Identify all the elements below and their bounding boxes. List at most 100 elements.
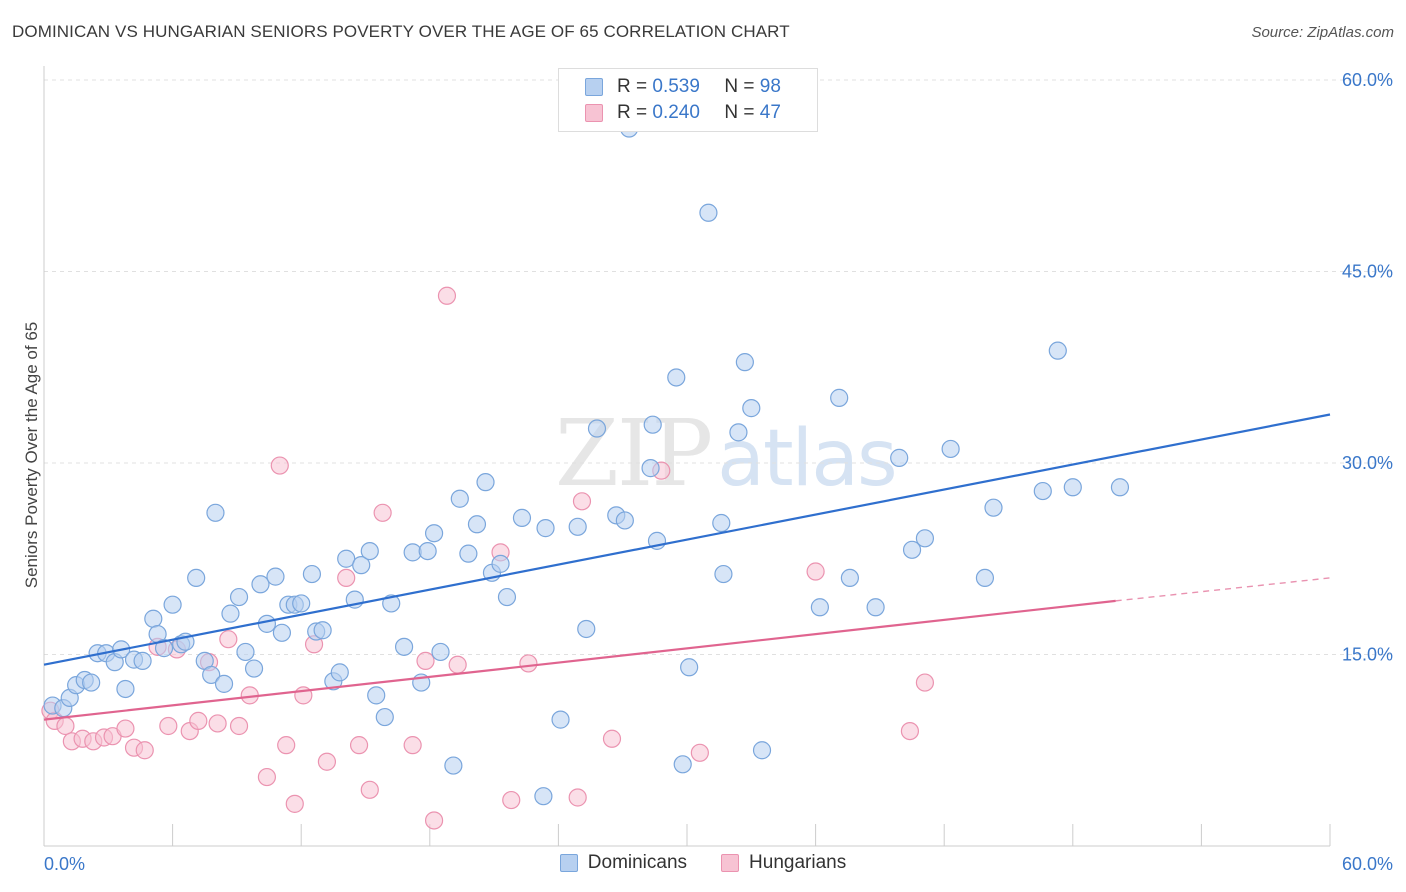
y-tick-label: 30.0%	[1342, 453, 1393, 473]
hungarians-point	[257, 767, 277, 787]
hungarians-point	[285, 794, 304, 813]
dominicans-point	[830, 388, 849, 407]
dominicans-point	[536, 519, 555, 538]
hungarians-point	[502, 790, 521, 810]
dominicans-point	[742, 399, 761, 418]
dominicans-point	[418, 541, 437, 561]
dominicans-point	[890, 448, 909, 467]
zipatlas-watermark: ZIPatlas	[555, 400, 898, 507]
series-legend: Dominicans Hungarians	[0, 852, 1406, 874]
hungarians-point	[568, 788, 587, 807]
dominicans-point	[643, 415, 662, 434]
hungarians-point	[135, 741, 154, 760]
dominicans-point	[187, 568, 206, 588]
dominicans-point	[712, 513, 731, 533]
legend-r-label: R =	[617, 102, 648, 123]
dominicans-point	[330, 663, 349, 682]
dominicans-point	[641, 459, 660, 478]
dominicans-swatch	[585, 78, 603, 96]
dominicans-point	[251, 575, 270, 594]
dominicans-point	[568, 517, 587, 536]
dominicans-point	[459, 544, 478, 563]
dominicans-point	[133, 651, 152, 670]
dominicans-legend-swatch	[559, 854, 578, 872]
correlation-legend: R = 0.539 N = 98 R = 0.240 N = 47	[558, 68, 818, 132]
hungarians-point	[572, 492, 592, 511]
dominicans-point	[144, 609, 163, 628]
hungarians-point	[337, 568, 356, 588]
dominicans-point	[337, 549, 356, 568]
dominicans-point	[752, 741, 772, 760]
hungarians-point	[317, 752, 337, 771]
dominicans-point	[431, 642, 450, 662]
dominicans-point	[375, 707, 394, 727]
hungarians-point	[349, 736, 369, 755]
dominicans-point	[673, 755, 692, 774]
dominicans-point	[163, 595, 182, 614]
dominicans-point	[382, 594, 401, 613]
dominicans-point	[476, 473, 495, 492]
dominicans-point	[352, 556, 371, 575]
series-legend-dominicans: Dominicans	[559, 852, 687, 874]
hungarians-point	[448, 655, 467, 674]
hungarians-point	[690, 743, 709, 762]
hungarians-trend-line	[43, 599, 1116, 721]
dominicans-point	[667, 368, 686, 387]
dominicans-point	[941, 439, 960, 459]
dominicans-point	[1063, 478, 1082, 497]
dominicans-point	[221, 604, 240, 623]
watermark-zip: ZIP	[555, 400, 713, 507]
dominicans-point	[491, 554, 510, 573]
source-label: Source: ZipAtlas.com	[1251, 24, 1394, 41]
hungarians-point	[403, 736, 422, 755]
dominicans-point	[394, 637, 414, 656]
dominicans-point	[512, 508, 532, 527]
dominicans-point	[902, 540, 922, 559]
dominicans-point	[840, 568, 859, 588]
hungarians-point	[208, 714, 227, 733]
dominicans-point	[257, 614, 277, 633]
legend-row-hungarians: R = 0.240 N = 47	[585, 101, 781, 125]
x-tick-label: 0.0%	[44, 854, 85, 874]
legend-n-label: N =	[724, 76, 755, 97]
dominicans-point	[551, 710, 570, 729]
hungarians-point	[360, 780, 379, 799]
hungarians-legend-swatch	[721, 854, 740, 872]
dominicans-point	[154, 639, 174, 658]
dominicans-point	[206, 503, 225, 522]
dominicans-point	[729, 423, 748, 442]
hungarians-point	[56, 716, 75, 736]
hungarians-point	[219, 630, 238, 649]
dominicans-point	[577, 619, 596, 639]
chart-title: DOMINICAN VS HUNGARIAN SENIORS POVERTY O…	[12, 22, 790, 41]
legend-row-dominicans: R = 0.539 N = 98	[585, 75, 781, 99]
hungarians-point	[424, 811, 444, 830]
dominicans-point	[1110, 478, 1130, 497]
dominicans-point	[444, 756, 463, 775]
legend-r-value: 0.539	[652, 76, 700, 97]
hungarians-point	[915, 673, 935, 692]
hungarians-point	[806, 562, 825, 581]
dominicans-point	[229, 587, 249, 607]
hungarians-legend-label: Hungarians	[749, 852, 847, 873]
dominicans-point	[975, 568, 995, 588]
dominicans-point	[984, 498, 1003, 517]
dominicans-point	[735, 353, 754, 372]
hungarians-point	[416, 651, 435, 670]
dominicans-point	[467, 515, 487, 534]
dominicans-point	[497, 587, 517, 607]
legend-n-label: N =	[724, 102, 755, 123]
dominicans-point	[236, 642, 255, 662]
hungarians-point	[270, 456, 289, 475]
y-tick-label: 60.0%	[1342, 70, 1393, 90]
dominicans-point	[367, 686, 386, 705]
dominicans-point	[699, 203, 718, 222]
dominicans-point	[202, 665, 221, 685]
dominicans-point	[272, 623, 292, 642]
dominicans-point	[214, 674, 234, 693]
legend-n-value: 98	[759, 76, 781, 97]
dominicans-point	[266, 567, 285, 586]
hungarians-trend-extension	[1115, 577, 1331, 602]
y-tick-label: 15.0%	[1342, 645, 1393, 665]
